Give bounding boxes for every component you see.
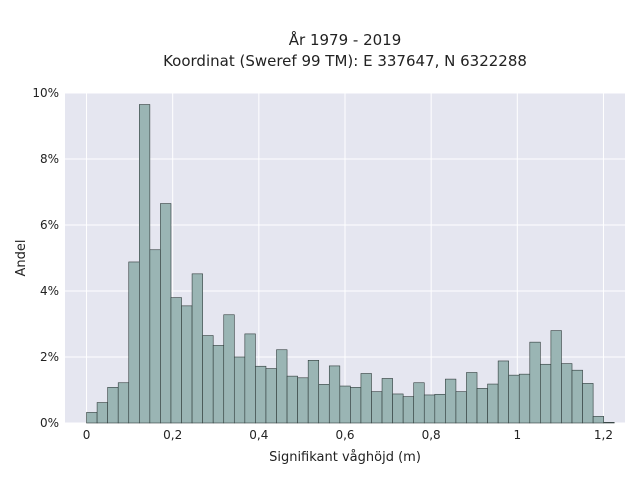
histogram-bar bbox=[540, 363, 552, 424]
histogram-bar bbox=[518, 373, 531, 424]
y-tick-label: 2% bbox=[40, 350, 59, 364]
histogram-bar bbox=[476, 388, 488, 424]
histogram-bar bbox=[265, 368, 277, 424]
histogram-bar bbox=[181, 305, 193, 424]
histogram-bar bbox=[160, 203, 172, 424]
histogram-bar bbox=[381, 378, 393, 424]
histogram-bar bbox=[107, 387, 119, 424]
x-tick-label: 0,8 bbox=[422, 428, 441, 442]
histogram-bar bbox=[529, 341, 541, 424]
histogram-bar bbox=[592, 416, 604, 424]
histogram-bar bbox=[170, 297, 182, 424]
histogram-bar bbox=[318, 384, 330, 424]
x-tick-label: 0,2 bbox=[163, 428, 182, 442]
histogram-bar bbox=[603, 422, 615, 424]
histogram-bar bbox=[223, 314, 235, 424]
histogram-bar bbox=[508, 374, 520, 424]
y-tick-label: 8% bbox=[40, 152, 59, 166]
histogram-bar bbox=[434, 393, 446, 424]
histogram-bar bbox=[445, 378, 457, 424]
histogram-bar bbox=[202, 335, 214, 424]
histogram-bar bbox=[402, 396, 415, 424]
histogram-bar bbox=[455, 391, 467, 424]
histogram-bar bbox=[212, 345, 225, 424]
histogram-bar bbox=[497, 360, 509, 424]
histogram-bar bbox=[392, 393, 404, 424]
chart-title-line-2: Koordinat (Sweref 99 TM): E 337647, N 63… bbox=[163, 52, 527, 70]
histogram-bar bbox=[117, 382, 130, 424]
histogram-bar bbox=[571, 369, 583, 424]
histogram-bar bbox=[244, 333, 256, 424]
histogram-bar bbox=[328, 365, 341, 424]
histogram-bar bbox=[276, 349, 288, 424]
bars bbox=[86, 104, 615, 424]
histogram-bar bbox=[255, 365, 267, 424]
histogram-bar bbox=[307, 359, 320, 424]
histogram-bar bbox=[360, 373, 372, 424]
histogram-bar bbox=[423, 394, 436, 424]
histogram-bar bbox=[561, 363, 573, 424]
y-axis-ticks: 0% 2% 4% 6% 8% 10% bbox=[32, 86, 59, 430]
histogram-bar bbox=[371, 391, 383, 424]
x-tick-label: 1,2 bbox=[594, 428, 613, 442]
x-tick-label: 0,6 bbox=[335, 428, 354, 442]
histogram-bar bbox=[582, 383, 594, 424]
x-tick-label: 0,4 bbox=[249, 428, 268, 442]
y-axis-label: Andel bbox=[14, 240, 29, 277]
histogram-bar bbox=[96, 402, 108, 424]
histogram-bar bbox=[86, 412, 98, 424]
histogram-bar bbox=[139, 104, 151, 424]
histogram-bar bbox=[350, 387, 362, 424]
histogram-bar bbox=[149, 249, 161, 424]
histogram-bar bbox=[550, 330, 562, 424]
histogram-bar bbox=[466, 372, 478, 424]
histogram-bar bbox=[413, 382, 425, 424]
y-tick-label: 6% bbox=[40, 218, 59, 232]
histogram-bar bbox=[128, 261, 140, 424]
histogram-bar bbox=[339, 385, 351, 424]
x-axis-ticks: 0 0,2 0,4 0,6 0,8 1 1,2 bbox=[83, 428, 613, 442]
x-tick-label: 0 bbox=[83, 428, 91, 442]
histogram-bar bbox=[487, 383, 499, 424]
histogram-bar bbox=[286, 375, 298, 424]
chart-title-line-1: År 1979 - 2019 bbox=[289, 30, 402, 49]
y-tick-label: 10% bbox=[32, 86, 59, 100]
histogram-bar bbox=[233, 356, 246, 424]
y-tick-label: 4% bbox=[40, 284, 59, 298]
x-tick-label: 1 bbox=[513, 428, 521, 442]
y-tick-label: 0% bbox=[40, 416, 59, 430]
x-axis-label: Signifikant våghöjd (m) bbox=[269, 450, 421, 465]
histogram-bar bbox=[191, 273, 203, 424]
histogram-bar bbox=[297, 377, 309, 424]
